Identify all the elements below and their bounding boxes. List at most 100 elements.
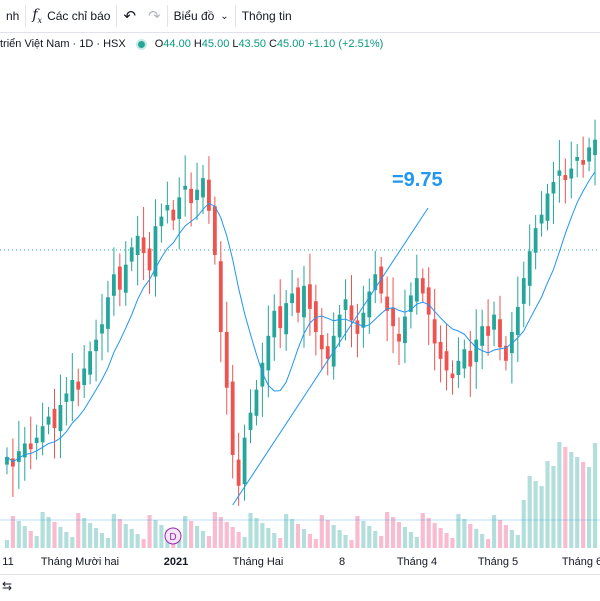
candle-body	[498, 319, 502, 348]
price-legend: triển Việt Nam · 1D · HSX O 44.00 H 45.00 …	[0, 36, 386, 52]
date-range-icon[interactable]: ⇆	[2, 579, 13, 593]
candle-body	[391, 307, 395, 327]
candle-body	[16, 451, 21, 462]
trend-annotation-label: =9.75	[392, 169, 443, 191]
volume-bar	[402, 527, 408, 548]
chart-menu-button[interactable]: Biểu đồ ⌄	[168, 0, 235, 32]
candle-body	[34, 437, 39, 444]
candle-body	[159, 216, 164, 227]
candle-body	[141, 237, 146, 254]
volume-bar	[82, 518, 87, 548]
volume-bar	[58, 527, 63, 548]
volume-bar	[141, 539, 146, 548]
candle-body	[135, 235, 140, 256]
volume-bar	[527, 476, 532, 548]
redo-icon[interactable]: ↷	[148, 8, 161, 25]
price-chart[interactable]: =9.75 D	[0, 0, 600, 550]
candle-body	[557, 170, 562, 176]
time-axis[interactable]: 11 Tháng Mười hai 2021 Tháng Hai 8 Tháng 4 Thá…	[0, 550, 600, 572]
time-axis-label: Tháng 4	[396, 556, 438, 568]
volume-bar	[313, 539, 318, 548]
candle-body	[254, 389, 259, 416]
low-label: L	[232, 38, 239, 50]
candle-body	[308, 284, 312, 309]
candle-body	[248, 412, 253, 431]
candle-body	[414, 278, 419, 302]
candle-body	[123, 264, 128, 293]
volume-bar	[432, 523, 437, 548]
close-value: 45.00	[276, 38, 305, 50]
indicators-button[interactable]: fx Các chỉ báo	[26, 0, 116, 32]
volume-bar	[551, 466, 556, 548]
open-value: 44.00	[163, 38, 191, 50]
volume-bar	[521, 500, 526, 548]
candle-body	[230, 381, 235, 456]
time-axis-label: 2021	[163, 556, 189, 568]
candle-body	[474, 339, 479, 362]
volume-bar	[70, 537, 75, 548]
volume-bar	[230, 527, 235, 548]
volume-bar	[509, 530, 514, 548]
change-value: +1.10 (+2.51%)	[307, 38, 384, 50]
candle-body	[207, 179, 211, 211]
candle-body	[480, 326, 485, 346]
dividend-marker-icon[interactable]: D	[164, 527, 182, 545]
candle-body	[420, 278, 425, 294]
candle-body	[403, 316, 407, 344]
volume-bar	[272, 533, 277, 548]
candle-body	[319, 335, 324, 350]
candle-body	[165, 205, 170, 211]
candle-body	[129, 247, 134, 262]
volume-bar	[183, 516, 188, 548]
candle-body	[587, 147, 591, 162]
volume-bar	[212, 512, 217, 548]
candle-body	[397, 333, 401, 342]
volume-bar	[4, 540, 10, 548]
candle-body	[28, 443, 33, 450]
volume-bar	[16, 521, 21, 548]
candle-body	[106, 297, 110, 329]
candle-body	[296, 287, 300, 313]
candle-body	[82, 368, 87, 386]
volume-bar	[575, 457, 580, 548]
candle-body	[189, 188, 194, 204]
volume-bar	[189, 521, 194, 548]
volume-bar	[331, 525, 336, 548]
cut-menu-item[interactable]: nh	[0, 0, 25, 32]
candle-body	[533, 228, 538, 253]
volume-bar	[248, 513, 253, 548]
symbol-label: triển Việt Nam · 1D · HSX	[0, 38, 126, 50]
volume-bar	[153, 520, 158, 548]
candle-body	[278, 306, 283, 329]
volume-bar	[224, 522, 229, 548]
volume-bar	[408, 532, 413, 548]
market-open-dot-icon	[137, 40, 145, 48]
volume-bar	[242, 537, 247, 548]
toolbar-divider	[166, 5, 168, 27]
candle-body	[527, 251, 532, 286]
volume-bar	[135, 534, 140, 548]
volume-bar	[474, 529, 479, 548]
volume-bar	[468, 524, 473, 548]
candle-body	[486, 326, 491, 336]
candle-body	[11, 458, 15, 467]
candle-body	[504, 345, 508, 361]
volume-bar	[385, 512, 390, 548]
candle-body	[337, 314, 342, 338]
volume-bar	[295, 524, 301, 548]
candle-body	[70, 380, 75, 402]
candle-body	[40, 426, 45, 443]
volume-bar	[266, 528, 271, 548]
undo-icon[interactable]: ↶	[123, 8, 137, 25]
volume-bar	[319, 515, 324, 548]
candle-body	[563, 175, 568, 181]
volume-bar	[301, 529, 307, 548]
candle-body	[147, 248, 152, 271]
candle-body	[385, 296, 390, 311]
function-icon: fx	[32, 7, 43, 25]
volume-bar	[491, 515, 497, 548]
volume-bar	[260, 523, 265, 548]
candle-body	[117, 266, 122, 290]
info-button[interactable]: Thông tin	[236, 0, 298, 32]
candle-body	[355, 320, 360, 334]
